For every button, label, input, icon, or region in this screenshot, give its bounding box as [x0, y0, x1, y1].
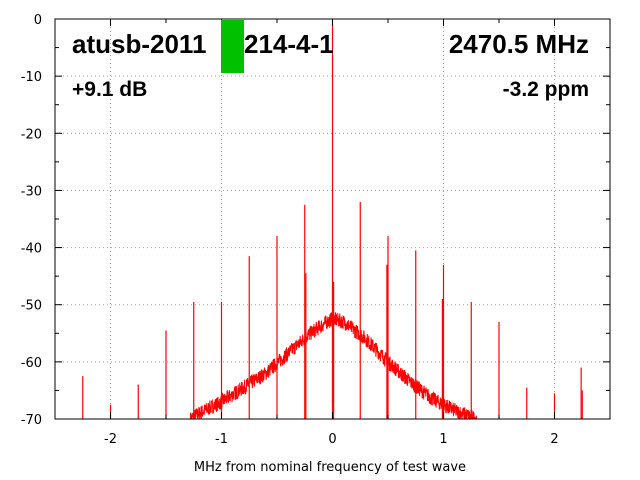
y-tick-label: -50 — [21, 299, 42, 314]
x-tick-label: 1 — [439, 432, 447, 447]
y-tick-label: -30 — [21, 184, 42, 199]
y-tick-label: -20 — [21, 127, 42, 142]
y-tick-label: -40 — [21, 242, 42, 257]
frequency-label: 2470.5 MHz — [449, 29, 589, 59]
x-axis-label: MHz from nominal frequency of test wave — [194, 460, 466, 475]
x-tick-label: 0 — [328, 432, 336, 447]
axis-ticks — [54, 18, 611, 420]
x-tick-label: -2 — [104, 432, 117, 447]
spectrum-trace — [82, 19, 583, 420]
x-tick-label: 2 — [550, 432, 558, 447]
marker-block — [221, 20, 244, 73]
device-suffix-label: 214-4-1 — [244, 29, 334, 59]
device-label: atusb-2011 — [72, 29, 206, 59]
y-tick-label: 0 — [34, 13, 42, 28]
gain-label: +9.1 dB — [72, 78, 147, 101]
tick-labels: -2 -1 0 1 20-10-20-30-40-50-60-70 — [21, 13, 559, 447]
y-tick-label: -10 — [21, 70, 42, 85]
y-tick-label: -70 — [21, 413, 42, 428]
x-tick-label: -1 — [215, 432, 228, 447]
y-tick-label: -60 — [21, 356, 42, 371]
offset-label: -3.2 ppm — [503, 78, 589, 101]
